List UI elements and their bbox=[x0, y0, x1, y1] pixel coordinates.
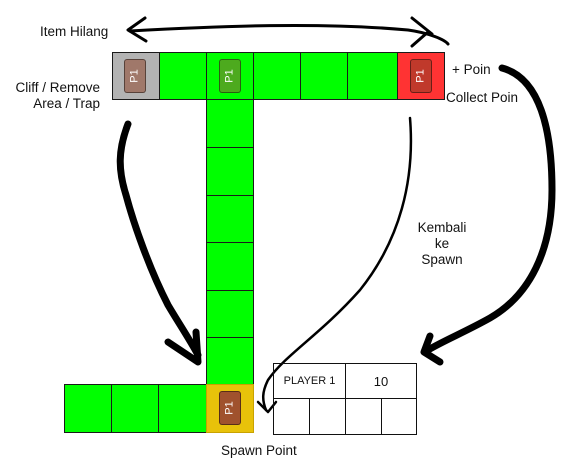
scoreboard-slot bbox=[273, 398, 310, 435]
scoreboard-score: 10 bbox=[373, 373, 389, 389]
board-cell bbox=[206, 99, 254, 148]
board-cell bbox=[206, 147, 254, 196]
token-label: P1 bbox=[224, 69, 236, 83]
board-cell bbox=[64, 384, 112, 433]
cliff-arrow bbox=[116, 120, 202, 366]
scoreboard-slot bbox=[345, 398, 382, 435]
plus-poin-arrow bbox=[420, 64, 556, 366]
player-token-cliff: P1 bbox=[124, 59, 146, 93]
board-cell bbox=[300, 52, 348, 100]
item-hilang-label: Item Hilang bbox=[40, 24, 109, 39]
cliff-label: Cliff / Remove Area / Trap bbox=[8, 80, 100, 112]
board-cell bbox=[206, 195, 254, 243]
board-cell bbox=[206, 242, 254, 291]
token-label: P1 bbox=[415, 69, 427, 83]
player-token-collect: P1 bbox=[410, 59, 432, 93]
kembali-ke-spawn-label: Kembali ke Spawn bbox=[410, 220, 474, 268]
scoreboard-player-cell: PLAYER 1 bbox=[273, 363, 346, 399]
scoreboard-score-cell: 10 bbox=[345, 363, 417, 399]
item-hilang-arrow bbox=[126, 16, 450, 48]
kembali-label-line2: Spawn bbox=[421, 252, 463, 267]
board-cell bbox=[347, 52, 398, 100]
board-cell bbox=[159, 52, 207, 100]
scoreboard-slot bbox=[381, 398, 417, 435]
token-label: P1 bbox=[224, 401, 236, 415]
cliff-label-line1: Cliff / Remove bbox=[15, 80, 100, 95]
plus-poin-label: + Poin bbox=[452, 62, 491, 77]
collect-poin-label: Collect Poin bbox=[446, 90, 519, 105]
board-cell bbox=[253, 52, 301, 100]
spawn-point-label: Spawn Point bbox=[221, 443, 297, 458]
board-cell bbox=[206, 337, 254, 385]
board-cell bbox=[206, 290, 254, 338]
scoreboard-player-name: PLAYER 1 bbox=[283, 375, 336, 387]
cliff-label-line2: Area / Trap bbox=[33, 96, 100, 111]
player-token-spawn: P1 bbox=[219, 391, 241, 425]
scoreboard-slot bbox=[309, 398, 346, 435]
board-cell bbox=[158, 384, 207, 433]
player-token-board: P1 bbox=[219, 59, 241, 93]
kembali-label-line1: Kembali ke bbox=[417, 220, 467, 251]
token-label: P1 bbox=[129, 69, 141, 83]
board-cell bbox=[111, 384, 159, 433]
